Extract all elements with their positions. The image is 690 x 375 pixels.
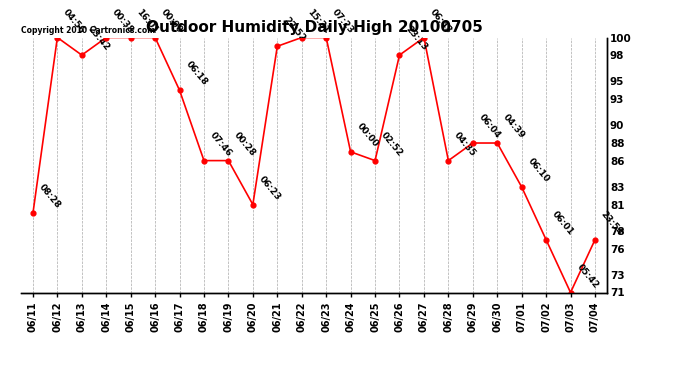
Point <box>321 34 332 40</box>
Text: 05:42: 05:42 <box>575 262 600 290</box>
Title: Outdoor Humidity Daily High 20100705: Outdoor Humidity Daily High 20100705 <box>146 20 482 35</box>
Text: 15:31: 15:31 <box>306 7 331 35</box>
Text: 06:10: 06:10 <box>526 157 551 184</box>
Text: 23:42: 23:42 <box>86 24 111 52</box>
Text: 23:13: 23:13 <box>404 25 429 52</box>
Text: 00:00: 00:00 <box>159 8 184 35</box>
Point <box>467 140 478 146</box>
Point <box>345 149 356 155</box>
Text: 23:54: 23:54 <box>599 209 624 237</box>
Point <box>52 34 63 40</box>
Point <box>540 237 551 243</box>
Point <box>443 158 454 164</box>
Point <box>28 210 39 216</box>
Point <box>150 34 161 40</box>
Text: 00:28: 00:28 <box>233 130 258 158</box>
Text: 06:43: 06:43 <box>428 7 453 35</box>
Point <box>174 87 185 93</box>
Text: 08:28: 08:28 <box>37 183 62 211</box>
Text: 02:52: 02:52 <box>380 130 404 158</box>
Point <box>492 140 503 146</box>
Text: 07:23: 07:23 <box>331 7 355 35</box>
Text: 06:18: 06:18 <box>184 60 209 87</box>
Text: 07:46: 07:46 <box>208 130 233 158</box>
Point <box>296 34 307 40</box>
Point <box>125 34 136 40</box>
Point <box>101 34 112 40</box>
Point <box>370 158 381 164</box>
Point <box>199 158 210 164</box>
Point <box>565 290 576 296</box>
Text: 00:00: 00:00 <box>355 122 380 149</box>
Text: 00:38: 00:38 <box>110 7 135 35</box>
Text: 04:39: 04:39 <box>502 112 526 140</box>
Point <box>223 158 234 164</box>
Point <box>418 34 429 40</box>
Point <box>247 202 258 208</box>
Text: 22:52: 22:52 <box>282 16 307 44</box>
Point <box>394 52 405 58</box>
Text: 06:01: 06:01 <box>550 210 575 237</box>
Text: Copyright 2010 Cartronics.com: Copyright 2010 Cartronics.com <box>21 26 155 35</box>
Point <box>589 237 600 243</box>
Point <box>77 52 88 58</box>
Point <box>272 43 283 49</box>
Text: 06:23: 06:23 <box>257 174 282 202</box>
Text: 06:04: 06:04 <box>477 112 502 140</box>
Text: 04:35: 04:35 <box>453 130 477 158</box>
Point <box>516 184 527 190</box>
Text: 16:01: 16:01 <box>135 7 160 35</box>
Text: 04:56: 04:56 <box>61 7 87 35</box>
